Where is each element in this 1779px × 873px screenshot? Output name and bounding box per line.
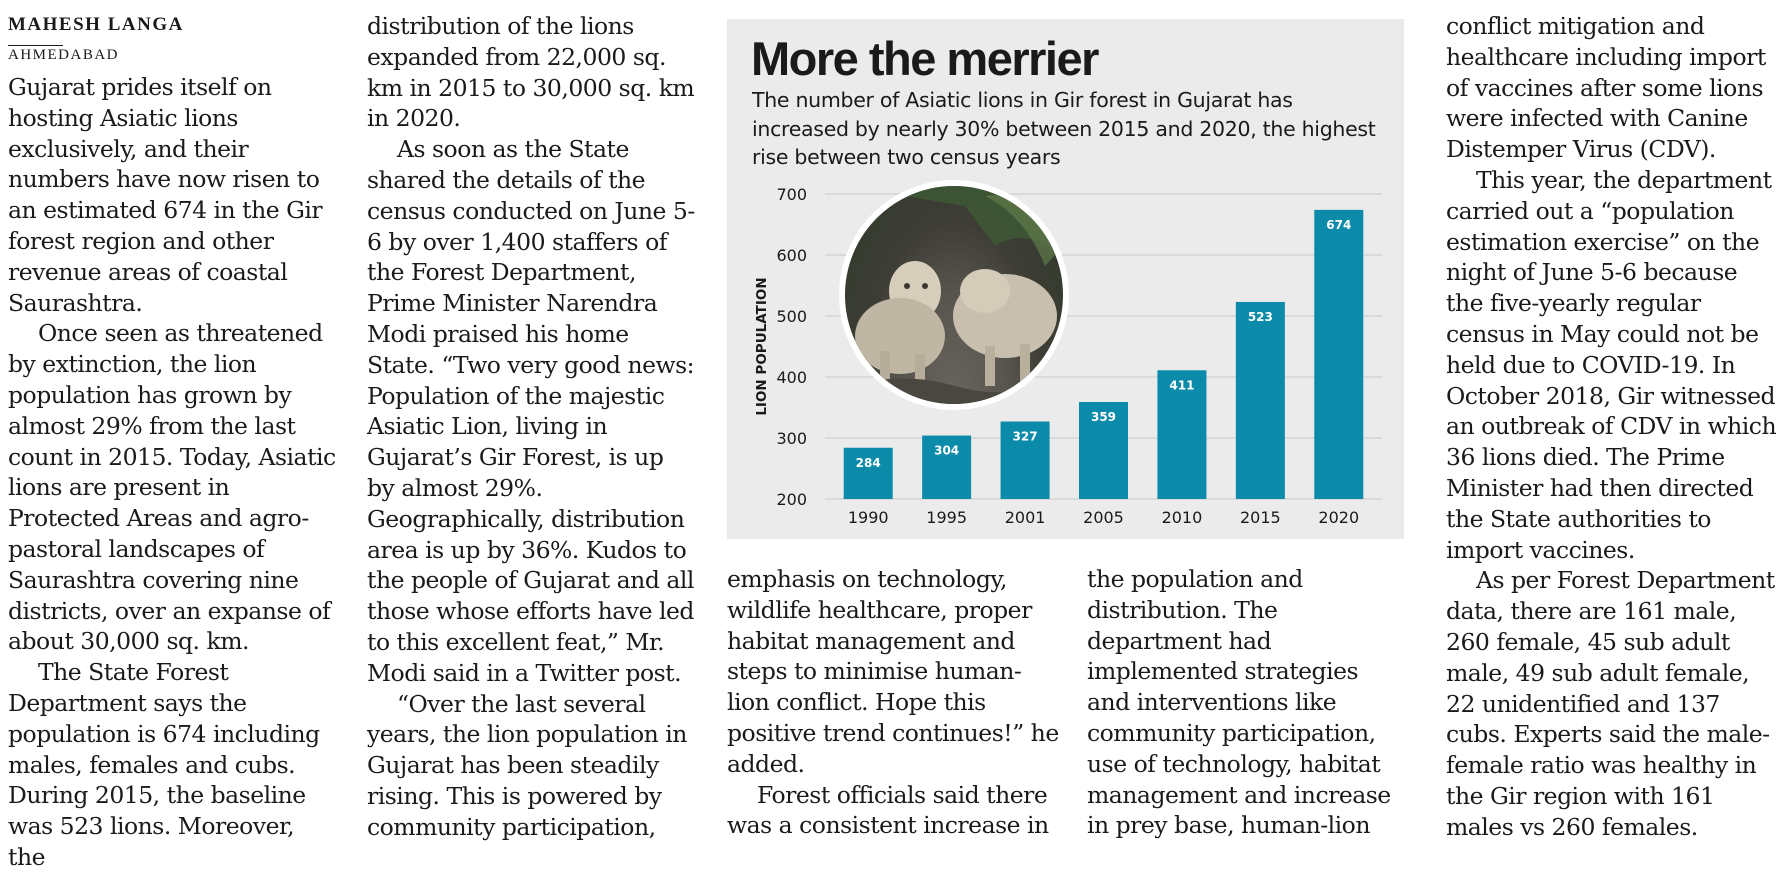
x-tick-label: 2010 — [1162, 508, 1203, 527]
article-column-3: emphasis on technology, wildlife healthc… — [727, 564, 1059, 841]
bar — [843, 447, 893, 499]
bar — [1000, 421, 1050, 499]
article-column-1: Gujarat prides itself on hosting Asiatic… — [8, 72, 338, 873]
x-tick-label: 2001 — [1005, 508, 1046, 527]
article-column-2: distribution of the lions expanded from … — [367, 11, 697, 843]
data-label: 411 — [1169, 378, 1194, 392]
paragraph: Once seen as threatened by extinction, t… — [8, 319, 336, 656]
byline-author: MAHESH LANGA — [8, 14, 184, 35]
bar — [1157, 370, 1207, 499]
bar — [1314, 209, 1364, 500]
paragraph: emphasis on technology, wildlife healthc… — [727, 565, 1059, 778]
y-tick-label: 400 — [776, 368, 807, 387]
x-tick-label: 2020 — [1318, 508, 1359, 527]
y-tick-label: 600 — [776, 246, 807, 265]
y-tick-label: 500 — [776, 307, 807, 326]
x-tick-label: 2015 — [1240, 508, 1281, 527]
x-tick-label: 1995 — [926, 508, 967, 527]
infographic: More the merrier The number of Asiatic l… — [727, 19, 1404, 539]
graphic-title: More the merrier — [751, 32, 1099, 85]
article-column-5: conflict mitigation and healthcare inclu… — [1446, 11, 1778, 843]
bar — [922, 435, 972, 499]
paragraph: “Over the last several years, the lion p… — [367, 689, 687, 841]
paragraph: The State Forest Department says the pop… — [8, 658, 320, 871]
data-label: 327 — [1013, 430, 1038, 444]
paragraph: As soon as the State shared the details … — [367, 135, 695, 687]
graphic-subtitle: The number of Asiatic lions in Gir fores… — [752, 88, 1376, 169]
x-tick-label: 1990 — [848, 508, 889, 527]
bar — [1235, 301, 1285, 499]
paragraph: Forest officials said there was a consis… — [727, 780, 1049, 840]
paragraph: distribution of the lions expanded from … — [367, 12, 695, 133]
y-tick-label: 200 — [776, 490, 807, 509]
data-label: 284 — [856, 456, 881, 470]
paragraph: conflict mitigation and healthcare inclu… — [1446, 12, 1766, 164]
data-label: 359 — [1091, 410, 1116, 424]
y-axis-label: LION POPULATION — [754, 277, 770, 415]
bar — [1079, 402, 1128, 499]
paragraph: Gujarat prides itself on hosting Asiatic… — [8, 73, 323, 317]
lion-photo-icon — [845, 186, 1063, 404]
y-tick-label: 300 — [776, 429, 807, 448]
data-label: 523 — [1248, 310, 1273, 324]
lion-photo — [839, 180, 1069, 410]
paragraph: This year, the department carried out a … — [1446, 165, 1777, 564]
paragraph: As per Forest Department data, there are… — [1446, 566, 1775, 841]
dateline: AHMEDABAD — [8, 45, 119, 63]
data-label: 674 — [1326, 218, 1351, 232]
y-tick-label: 700 — [776, 185, 807, 204]
x-tick-label: 2005 — [1083, 508, 1124, 527]
data-label: 304 — [934, 444, 959, 458]
paragraph: the population and distribution. The dep… — [1087, 565, 1391, 840]
article-column-4: the population and distribution. The dep… — [1087, 564, 1407, 841]
